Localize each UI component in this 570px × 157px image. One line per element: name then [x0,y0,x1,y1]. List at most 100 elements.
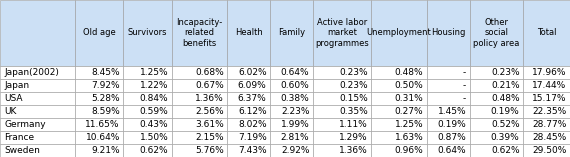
Bar [470,131,523,144]
Bar [270,105,313,118]
Text: Total: Total [537,28,556,38]
Text: 6.02%: 6.02% [238,68,267,77]
Text: 1.50%: 1.50% [140,133,168,142]
Bar [227,118,270,131]
Bar [0,105,75,118]
Text: 8.45%: 8.45% [91,68,120,77]
Bar [123,105,172,118]
Text: Survivors: Survivors [128,28,167,38]
Text: 0.62%: 0.62% [491,146,520,155]
Text: 0.39%: 0.39% [491,133,520,142]
Bar [172,92,227,105]
Text: 11.65%: 11.65% [86,120,120,129]
Bar [523,66,570,79]
Bar [75,131,123,144]
Text: 6.09%: 6.09% [238,81,267,90]
Text: Japan(2002): Japan(2002) [5,68,59,77]
Text: Incapacity-
related
benefits: Incapacity- related benefits [176,18,223,48]
Text: 5.28%: 5.28% [91,94,120,103]
Text: 0.62%: 0.62% [140,146,168,155]
Text: Family: Family [278,28,305,38]
Bar [371,79,427,92]
Bar [227,144,270,157]
Bar [371,66,427,79]
Text: 2.23%: 2.23% [281,107,310,116]
Bar [227,131,270,144]
Text: 1.25%: 1.25% [140,68,168,77]
Bar [123,118,172,131]
Bar [371,0,427,66]
Bar [123,131,172,144]
Bar [470,66,523,79]
Text: 0.64%: 0.64% [281,68,310,77]
Bar [427,105,470,118]
Bar [523,92,570,105]
Bar [270,66,313,79]
Text: 0.60%: 0.60% [280,81,310,90]
Bar [123,79,172,92]
Bar [227,79,270,92]
Bar [270,0,313,66]
Text: 7.19%: 7.19% [238,133,267,142]
Text: 1.25%: 1.25% [395,120,424,129]
Text: 1.63%: 1.63% [394,133,424,142]
Text: 0.59%: 0.59% [140,107,168,116]
Text: Japan: Japan [5,81,30,90]
Bar [172,144,227,157]
Text: 1.99%: 1.99% [280,120,310,129]
Bar [0,79,75,92]
Text: 0.19%: 0.19% [437,120,466,129]
Bar [427,92,470,105]
Text: -: - [463,68,466,77]
Text: 6.12%: 6.12% [238,107,267,116]
Text: Unemployment: Unemployment [367,28,431,38]
Bar [270,92,313,105]
Bar [0,0,75,66]
Bar [427,79,470,92]
Bar [313,0,371,66]
Text: 8.59%: 8.59% [91,107,120,116]
Bar [227,66,270,79]
Bar [227,105,270,118]
Bar [371,92,427,105]
Text: UK: UK [5,107,17,116]
Text: 15.17%: 15.17% [532,94,567,103]
Text: 2.92%: 2.92% [281,146,310,155]
Bar [172,66,227,79]
Bar [75,79,123,92]
Bar [371,144,427,157]
Bar [371,131,427,144]
Bar [470,118,523,131]
Text: -: - [463,81,466,90]
Text: 0.23%: 0.23% [339,81,368,90]
Text: 2.81%: 2.81% [281,133,310,142]
Text: 7.92%: 7.92% [91,81,120,90]
Text: Health: Health [235,28,263,38]
Bar [75,105,123,118]
Text: 1.22%: 1.22% [140,81,168,90]
Text: 0.84%: 0.84% [140,94,168,103]
Bar [523,0,570,66]
Text: 0.48%: 0.48% [491,94,520,103]
Text: 0.27%: 0.27% [395,107,424,116]
Bar [313,79,371,92]
Text: 1.36%: 1.36% [195,94,224,103]
Bar [0,118,75,131]
Bar [371,118,427,131]
Bar [270,144,313,157]
Text: 2.15%: 2.15% [196,133,224,142]
Bar [313,131,371,144]
Bar [227,92,270,105]
Bar [523,144,570,157]
Text: 2.56%: 2.56% [196,107,224,116]
Text: 8.02%: 8.02% [238,120,267,129]
Text: 0.35%: 0.35% [339,107,368,116]
Bar [470,0,523,66]
Text: 1.11%: 1.11% [339,120,368,129]
Text: 3.61%: 3.61% [195,120,224,129]
Bar [227,0,270,66]
Bar [75,92,123,105]
Bar [371,105,427,118]
Bar [123,144,172,157]
Bar [523,79,570,92]
